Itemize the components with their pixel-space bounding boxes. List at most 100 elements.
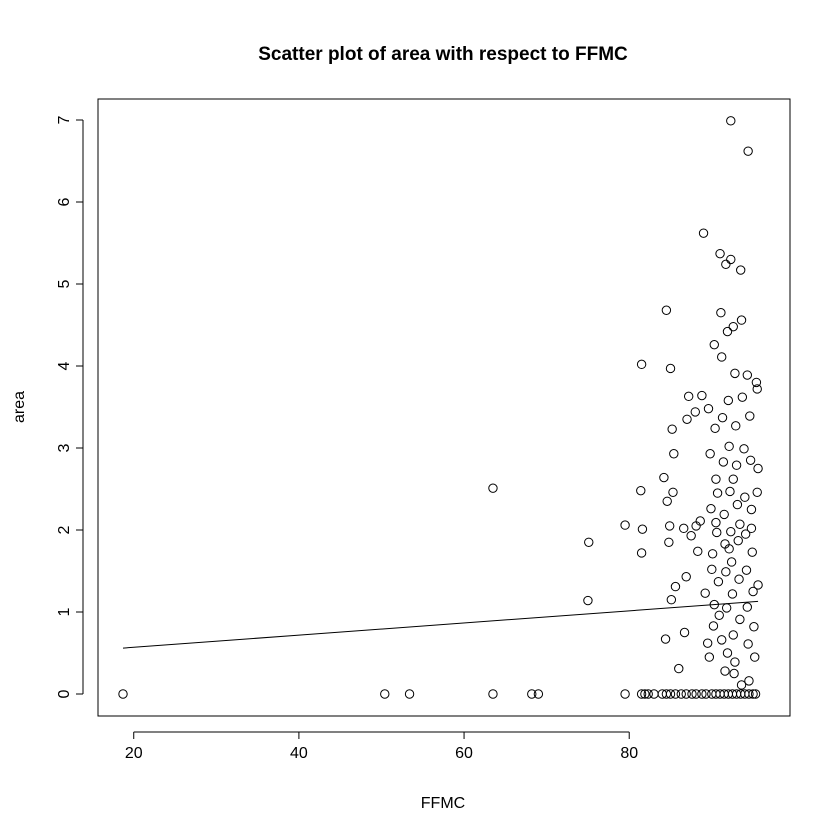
data-point (664, 521, 675, 531)
data-point (718, 457, 729, 467)
data-point (740, 492, 750, 502)
data-point (722, 326, 733, 337)
data-point (721, 603, 732, 613)
data-point (620, 689, 630, 699)
data-point (703, 403, 714, 414)
data-point (726, 526, 736, 537)
data-point (636, 485, 646, 496)
data-point (649, 689, 659, 699)
data-point (702, 638, 713, 648)
data-point (742, 370, 753, 380)
y-axis: 0 1 2 3 4 5 6 7 (56, 115, 84, 698)
data-point (710, 423, 720, 434)
data-point (669, 449, 679, 459)
data-point (752, 384, 762, 394)
data-point (717, 352, 727, 362)
data-point (726, 557, 737, 567)
data-point (753, 463, 763, 474)
data-point (665, 689, 676, 699)
data-point (746, 504, 757, 515)
data-point (584, 537, 594, 547)
data-point (721, 259, 731, 270)
data-point (683, 391, 694, 402)
data-point (748, 689, 758, 699)
data-point (709, 339, 719, 350)
y-tick-label: 1 (56, 607, 73, 616)
data-point (488, 483, 498, 493)
data-point (752, 487, 762, 497)
data-point (643, 689, 653, 699)
data-point (665, 363, 676, 374)
data-point (679, 523, 689, 534)
data-point (670, 689, 681, 699)
y-tick-label: 3 (56, 443, 73, 452)
y-axis-label: area (11, 391, 28, 423)
data-point (737, 392, 748, 402)
y-tick-label: 5 (56, 279, 73, 288)
data-point (711, 474, 721, 484)
data-point (735, 614, 745, 625)
data-point (711, 517, 721, 528)
data-point (751, 377, 762, 388)
x-axis: 20 40 60 80 (125, 731, 638, 762)
data-point (488, 689, 498, 699)
data-point (719, 509, 729, 520)
data-point (668, 487, 678, 497)
data-point (731, 460, 742, 470)
data-point (730, 368, 740, 379)
data-point (583, 595, 593, 606)
data-point (717, 635, 727, 645)
regression-line-layer (122, 600, 759, 649)
data-point (736, 265, 746, 275)
data-point (728, 321, 738, 332)
data-point (690, 407, 700, 417)
x-axis-label: FFMC (421, 795, 465, 812)
data-point (664, 537, 674, 547)
data-point (725, 486, 735, 497)
data-point (686, 531, 696, 541)
data-point (712, 488, 723, 498)
data-point (720, 666, 730, 676)
data-points-layer (118, 116, 763, 699)
data-point (118, 689, 128, 699)
data-point (698, 228, 709, 238)
y-tick-label: 6 (56, 197, 73, 206)
data-point (697, 390, 707, 401)
data-point (380, 689, 390, 699)
data-point (697, 689, 707, 699)
data-point (701, 689, 711, 699)
data-point (637, 524, 648, 534)
data-point (660, 634, 671, 644)
y-tick-label: 7 (56, 115, 73, 124)
x-tick-label: 80 (620, 745, 638, 762)
data-point (691, 689, 701, 699)
data-point (740, 529, 751, 539)
data-point (735, 519, 745, 529)
data-point (721, 567, 731, 577)
data-point (744, 689, 754, 699)
data-point (682, 414, 692, 424)
data-point (674, 663, 684, 674)
data-point (750, 689, 761, 699)
data-point (731, 421, 741, 431)
data-point (715, 248, 725, 259)
data-point (661, 689, 672, 699)
data-point (724, 544, 734, 554)
data-point (695, 516, 705, 526)
data-point (732, 499, 743, 510)
y-tick-label: 4 (56, 361, 73, 370)
chart-title: Scatter plot of area with respect to FFM… (258, 44, 628, 65)
data-point (744, 676, 754, 686)
data-point (681, 689, 691, 699)
data-point (687, 689, 697, 699)
data-point (749, 622, 759, 632)
data-point (636, 359, 647, 370)
data-point (743, 146, 753, 156)
data-point (527, 689, 537, 699)
data-point (736, 315, 747, 325)
data-point (733, 535, 743, 546)
y-tick-label: 2 (56, 525, 73, 534)
data-point (730, 657, 740, 667)
data-point (726, 254, 736, 265)
